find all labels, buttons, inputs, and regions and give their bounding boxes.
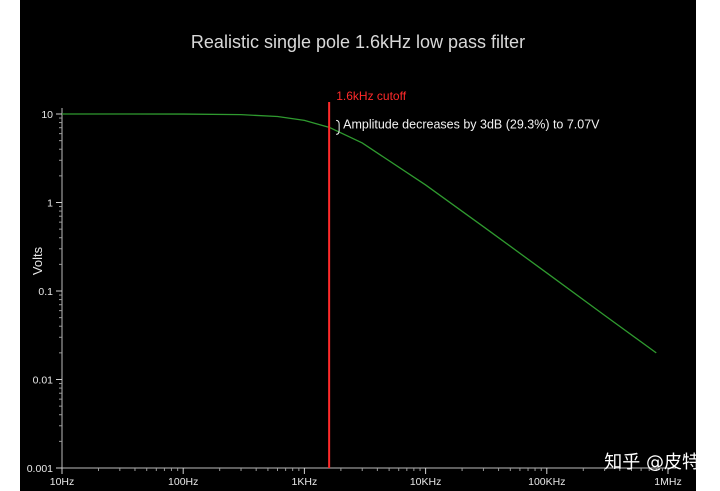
x-tick-label: 10Hz (50, 476, 75, 488)
plot-background (20, 0, 696, 491)
y-tick-label: 0.1 (38, 286, 53, 298)
annotation-brace (336, 119, 340, 135)
watermark: 知乎 @皮特 (604, 452, 700, 473)
x-tick-label: 1KHz (292, 476, 318, 488)
x-tick-label: 10KHz (410, 476, 442, 488)
y-axis-label: Volts (30, 246, 45, 275)
x-tick-label: 100KHz (528, 476, 565, 488)
y-tick-label: 10 (41, 109, 53, 121)
x-tick-label: 1MHz (654, 476, 681, 488)
x-tick-label: 100Hz (168, 476, 198, 488)
cutoff-label: 1.6kHz cutoff (336, 89, 406, 103)
y-tick-label: 1 (47, 198, 53, 210)
axes: 10Hz 100Hz 1KHz 10KHz 100KHz 1MHz 10 1 0.1 0.01 0.… (27, 108, 682, 488)
y-tick-label: 0.001 (27, 463, 53, 475)
chart-title: Realistic single pole 1.6kHz low pass fi… (191, 32, 525, 52)
y-tick-label: 0.01 (33, 375, 54, 387)
cutoff-annotation: Amplitude decreases by 3dB (29.3%) to 7.… (343, 117, 600, 131)
series-line (62, 113, 657, 354)
